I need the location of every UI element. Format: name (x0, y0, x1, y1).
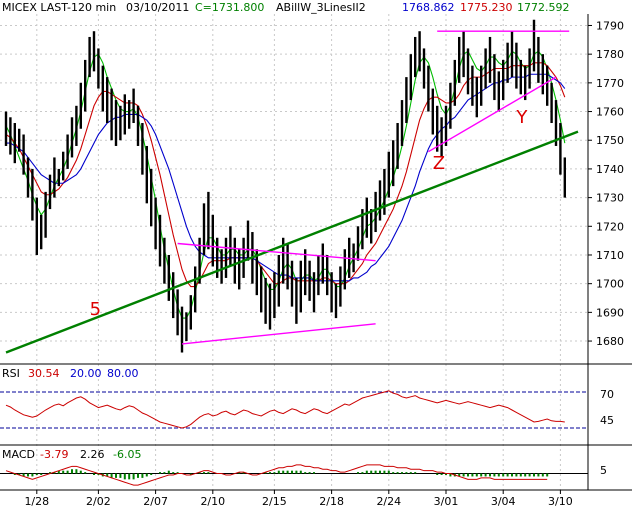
x-tick-label: 3/01 (434, 495, 459, 508)
macd-series (5, 464, 548, 486)
channel-1-line (177, 242, 376, 262)
rsi-line (5, 390, 565, 429)
price-tick-label: 1770 (596, 77, 624, 90)
price-tick-label: 1750 (596, 134, 624, 147)
header-value-1: 1768.862 (402, 1, 455, 14)
macd-histogram (13, 469, 549, 480)
header-close: C=1731.800 (195, 1, 264, 14)
header-value-2: 1775.230 (460, 1, 513, 14)
rsi-legend: RSI 30.54 20.00 80.00 (2, 367, 139, 380)
price-tick-label: 1780 (596, 48, 624, 61)
macd-legend: MACD -3.79 2.26 -6.05 (2, 448, 141, 461)
macd-value-2: 2.26 (80, 448, 105, 461)
x-tick-label: 2/24 (376, 495, 401, 508)
x-tick-label: 2/15 (262, 495, 287, 508)
wave-label: 5 (90, 299, 101, 320)
x-tick-label: 3/04 (491, 495, 516, 508)
macd-label: MACD (2, 448, 35, 461)
rsi-label: RSI (2, 367, 20, 380)
header-symbol: MICEX LAST-120 min (2, 1, 116, 14)
header-date: 03/10/2011 (126, 1, 189, 14)
x-tick-label: 2/02 (86, 495, 111, 508)
rsi-panel: RSI 30.54 20.00 80.00 70 45 (0, 363, 632, 429)
rsi-series (5, 390, 565, 429)
rsi-tick-70: 70 (600, 388, 614, 401)
price-tick-label: 1690 (596, 306, 624, 319)
macd-value-1: -3.79 (40, 448, 68, 461)
macd-value-3: -6.05 (113, 448, 141, 461)
price-grid (0, 14, 588, 490)
price-tick-label: 1760 (596, 106, 624, 119)
price-tick-label: 1740 (596, 163, 624, 176)
rsi-lower-level: 20.00 (70, 367, 102, 380)
x-tick-label: 2/10 (200, 495, 225, 508)
rsi-value: 30.54 (28, 367, 60, 380)
price-tick-label: 1730 (596, 192, 624, 205)
x-ticks: 1/28 2/02 2/07 2/10 2/15 2/18 2/24 3/01 3/04 3/10 (24, 490, 573, 508)
macd-panel: MACD -3.79 2.26 -6.05 5 (0, 444, 632, 486)
trend-line (5, 130, 579, 354)
x-tick-label: 1/28 (24, 495, 49, 508)
channel-2-line (181, 323, 376, 345)
header-value-3: 1772.592 (517, 1, 570, 14)
price-tick-label: 1790 (596, 19, 624, 32)
trend-lines (5, 30, 579, 354)
x-tick-label: 2/18 (319, 495, 344, 508)
macd-tick-5: 5 (600, 464, 607, 477)
x-tick-label: 2/07 (143, 495, 168, 508)
price-tick-label: 1700 (596, 278, 624, 291)
x-tick-label: 3/10 (548, 495, 573, 508)
channel-4-line (428, 76, 557, 153)
price-tick-label: 1680 (596, 335, 624, 348)
wave-label: Y (515, 107, 528, 128)
price-tick-label: 1710 (596, 249, 624, 262)
price-tick-label: 1720 (596, 220, 624, 233)
chart-header: MICEX LAST-120 min 03/10/2011 C=1731.800… (0, 0, 632, 14)
rsi-tick-45: 45 (600, 414, 614, 427)
price-axis: 1680 1690 1700 1710 1720 1730 1740 1750 1760 1770… (588, 19, 624, 348)
price-panel: 1680 1690 1700 1710 1720 1730 1740 1750 1760 1770… (0, 14, 624, 490)
x-axis: 1/28 2/02 2/07 2/10 2/15 2/18 2/24 3/01 3/04 3/10 (0, 489, 632, 508)
header-study: ABillW_3LinesII2 (276, 1, 366, 14)
wave-labels: 5 Z Y (90, 107, 529, 320)
macd-line (5, 464, 548, 486)
wave-label: Z (433, 153, 445, 174)
rsi-grid (0, 391, 588, 429)
rsi-upper-level: 80.00 (107, 367, 139, 380)
